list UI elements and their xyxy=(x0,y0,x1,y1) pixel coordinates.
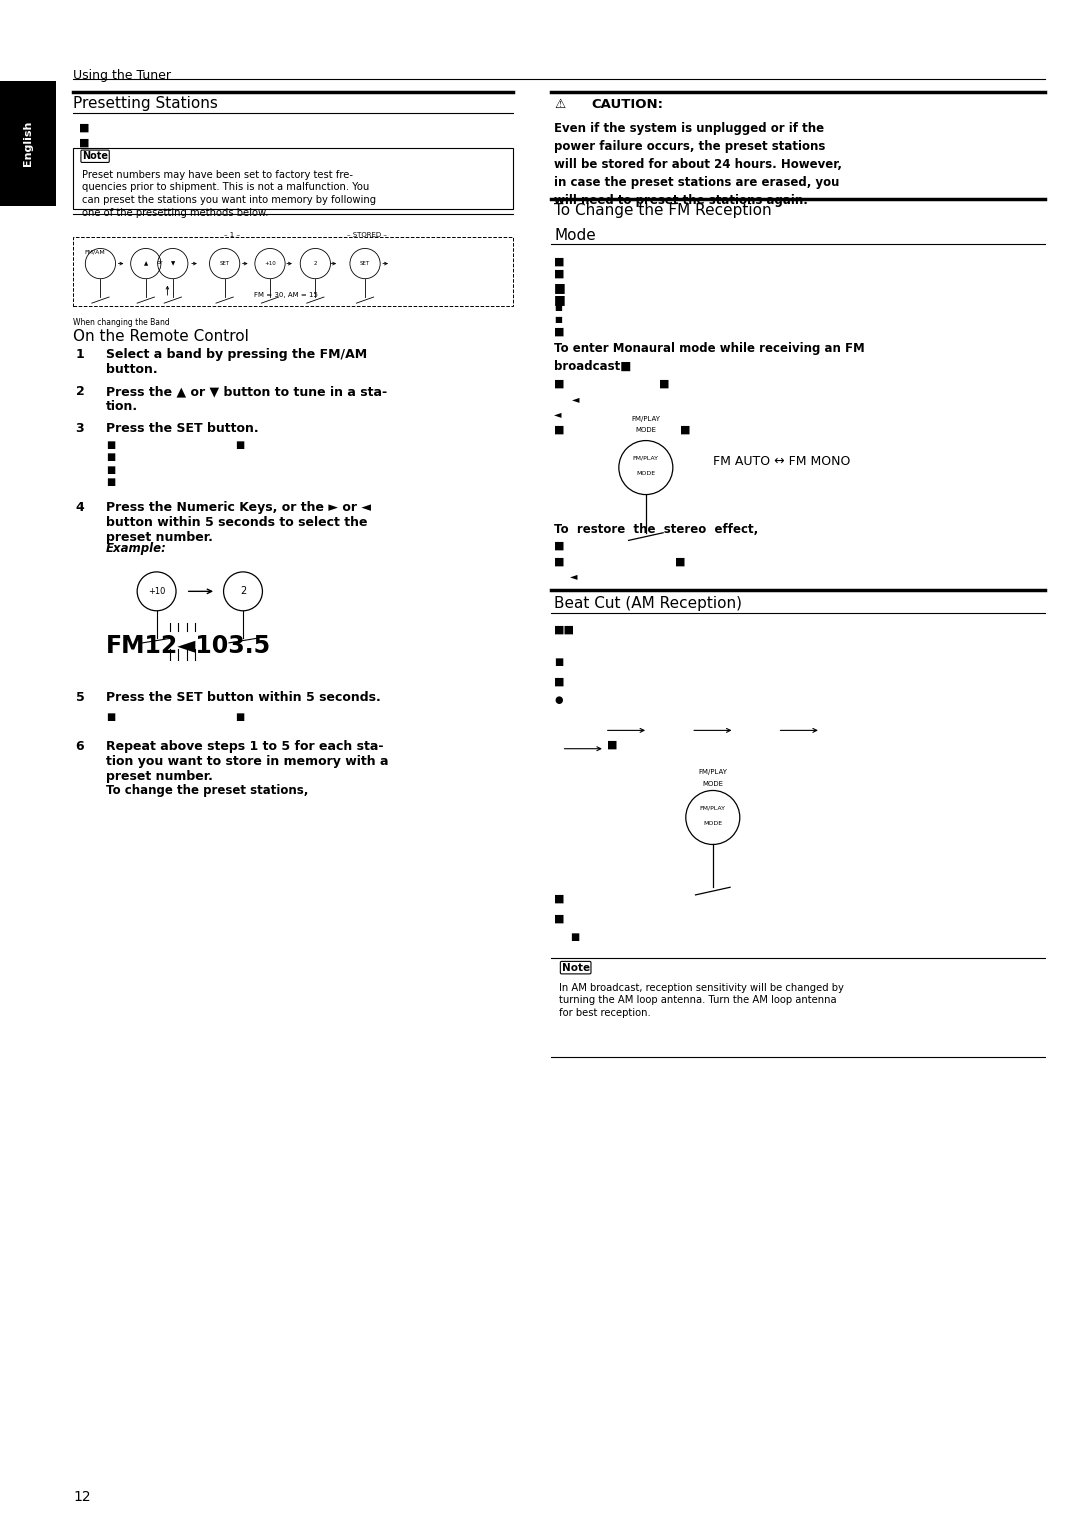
Text: FM AUTO ↔ FM MONO: FM AUTO ↔ FM MONO xyxy=(713,455,850,469)
Text: ■: ■ xyxy=(106,452,116,463)
Text: Even if the system is unplugged or if the
power failure occurs, the preset stati: Even if the system is unplugged or if th… xyxy=(554,122,842,208)
Text: +10: +10 xyxy=(265,261,275,266)
Text: Note: Note xyxy=(562,963,590,973)
Text: 1: 1 xyxy=(76,348,84,362)
Text: 3: 3 xyxy=(76,422,84,435)
Text: Presetting Stations: Presetting Stations xyxy=(73,96,218,112)
Text: Press the SET button.: Press the SET button. xyxy=(106,422,258,435)
Text: ■: ■ xyxy=(79,122,90,133)
Text: FM/PLAY: FM/PLAY xyxy=(632,416,660,422)
Text: CAUTION:: CAUTION: xyxy=(592,98,664,112)
Text: FM/PLAY: FM/PLAY xyxy=(633,455,659,461)
Text: FM/AM: FM/AM xyxy=(84,249,105,254)
Text: ■: ■ xyxy=(554,425,565,435)
Text: 12: 12 xyxy=(73,1490,91,1504)
Text: MODE: MODE xyxy=(635,426,657,432)
Text: FM/PLAY: FM/PLAY xyxy=(700,805,726,811)
Text: To change the preset stations,: To change the preset stations, xyxy=(106,784,308,798)
Text: +10: +10 xyxy=(148,587,165,596)
Text: FM12◄103.5: FM12◄103.5 xyxy=(106,634,271,659)
Text: ■: ■ xyxy=(570,932,580,943)
Text: ■: ■ xyxy=(675,556,686,567)
Text: ■: ■ xyxy=(554,281,566,295)
Text: ■: ■ xyxy=(554,257,565,267)
Text: 2: 2 xyxy=(240,587,246,596)
Text: FM = 30, AM = 15: FM = 30, AM = 15 xyxy=(254,292,319,298)
Text: Preset numbers may have been set to factory test fre-
quencies prior to shipment: Preset numbers may have been set to fact… xyxy=(82,170,376,219)
Text: When changing the Band: When changing the Band xyxy=(73,318,171,327)
Text: Example:: Example: xyxy=(106,542,166,556)
Text: 4: 4 xyxy=(76,501,84,515)
Text: ■: ■ xyxy=(554,657,564,668)
Text: ■: ■ xyxy=(554,293,566,307)
Text: Using the Tuner: Using the Tuner xyxy=(73,69,172,83)
Text: Beat Cut (AM Reception): Beat Cut (AM Reception) xyxy=(554,596,742,611)
Text: ■: ■ xyxy=(554,327,565,338)
Text: ■: ■ xyxy=(106,440,116,451)
Text: ◄: ◄ xyxy=(570,571,578,582)
Text: ■: ■ xyxy=(554,379,565,390)
Text: or: or xyxy=(157,260,163,264)
Text: SET: SET xyxy=(360,261,370,266)
Text: – STORED –: – STORED – xyxy=(348,232,387,238)
Text: To enter Monaural mode while receiving an FM
broadcast■: To enter Monaural mode while receiving a… xyxy=(554,342,865,373)
Text: ■: ■ xyxy=(554,541,565,552)
Text: To Change the FM Reception: To Change the FM Reception xyxy=(554,203,772,219)
Text: Mode: Mode xyxy=(554,228,596,243)
Text: 2: 2 xyxy=(76,385,84,399)
Text: Press the ▲ or ▼ button to tune in a sta-
tion.: Press the ▲ or ▼ button to tune in a sta… xyxy=(106,385,387,413)
Text: ■■: ■■ xyxy=(554,625,575,636)
Text: Note: Note xyxy=(82,151,108,162)
Text: ▲: ▲ xyxy=(144,261,148,266)
Text: 5: 5 xyxy=(76,691,84,704)
Text: English: English xyxy=(23,121,33,167)
Text: ⚠: ⚠ xyxy=(554,98,565,112)
Text: Select a band by pressing the FM/AM
button.: Select a band by pressing the FM/AM butt… xyxy=(106,348,367,376)
Text: ■: ■ xyxy=(554,677,565,688)
Text: ■: ■ xyxy=(554,303,562,312)
Text: ■: ■ xyxy=(235,712,245,723)
Text: SET: SET xyxy=(219,261,230,266)
Text: In AM broadcast, reception sensitivity will be changed by
turning the AM loop an: In AM broadcast, reception sensitivity w… xyxy=(559,983,845,1018)
Text: To  restore  the  stereo  effect,: To restore the stereo effect, xyxy=(554,523,758,536)
Text: ■: ■ xyxy=(607,740,618,750)
Text: 6: 6 xyxy=(76,740,84,753)
Text: ◄: ◄ xyxy=(572,394,580,405)
Text: ■: ■ xyxy=(554,894,565,905)
Text: MODE: MODE xyxy=(703,821,723,827)
Text: ■: ■ xyxy=(554,315,562,324)
Text: ■: ■ xyxy=(554,556,565,567)
Text: ■: ■ xyxy=(680,425,691,435)
Bar xyxy=(73,237,513,306)
Text: FM/PLAY: FM/PLAY xyxy=(699,769,727,775)
Bar xyxy=(0,81,56,206)
Text: ■: ■ xyxy=(106,465,116,475)
Text: ■: ■ xyxy=(659,379,670,390)
Text: ●: ● xyxy=(554,695,563,706)
Text: ■: ■ xyxy=(106,477,116,487)
Text: ■: ■ xyxy=(554,914,565,924)
Text: – 1 –: – 1 – xyxy=(225,232,240,238)
Text: ■: ■ xyxy=(79,138,90,148)
Text: ▼: ▼ xyxy=(171,261,175,266)
Text: ■: ■ xyxy=(106,712,116,723)
Text: MODE: MODE xyxy=(702,781,724,787)
Text: MODE: MODE xyxy=(636,471,656,477)
Text: Repeat above steps 1 to 5 for each sta-
tion you want to store in memory with a
: Repeat above steps 1 to 5 for each sta- … xyxy=(106,740,389,782)
Text: 2: 2 xyxy=(313,261,318,266)
Bar xyxy=(73,148,513,209)
Text: ■: ■ xyxy=(235,440,245,451)
Text: On the Remote Control: On the Remote Control xyxy=(73,329,249,344)
Text: ◄: ◄ xyxy=(554,410,562,420)
Text: ■: ■ xyxy=(554,269,565,280)
Text: Press the SET button within 5 seconds.: Press the SET button within 5 seconds. xyxy=(106,691,380,704)
Text: Press the Numeric Keys, or the ► or ◄
button within 5 seconds to select the
pres: Press the Numeric Keys, or the ► or ◄ bu… xyxy=(106,501,370,544)
